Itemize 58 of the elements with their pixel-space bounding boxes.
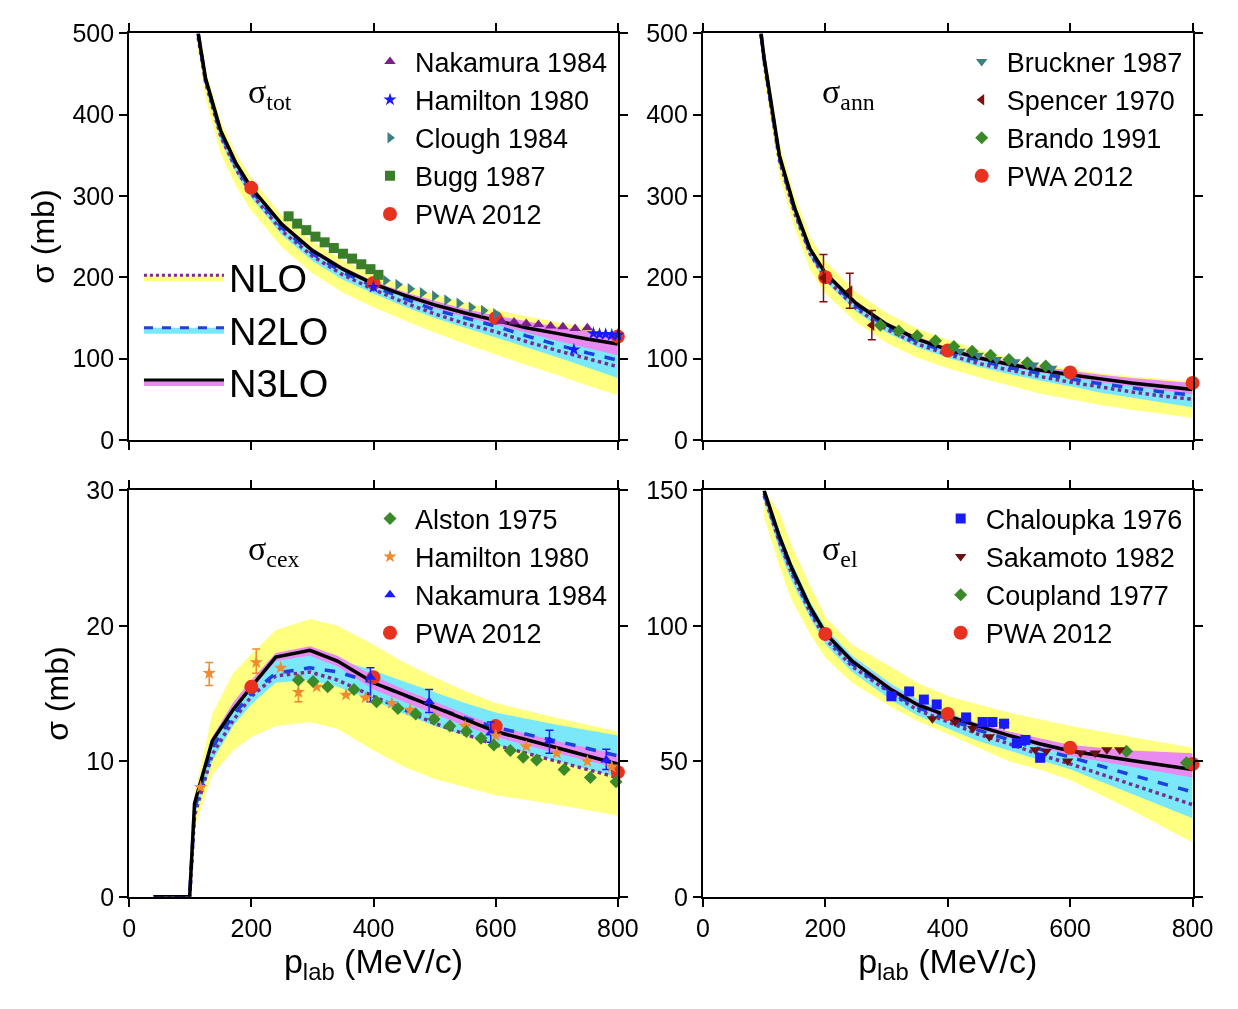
y-tick-label: 0 <box>673 882 688 911</box>
legend-label: Coupland 1977 <box>985 581 1169 612</box>
y-tick-label: 100 <box>72 344 115 373</box>
y-tick-label: 100 <box>646 344 688 373</box>
y-tick-label: 0 <box>100 882 115 911</box>
legend-label: Bruckner 1987 <box>1006 48 1183 79</box>
y-tick-label: 50 <box>660 747 688 776</box>
annotation: σ$_{tot}$ <box>248 73 292 116</box>
legend-label: NLO <box>228 258 308 301</box>
x-tick-label: 400 <box>926 913 969 942</box>
x-tick-label: 800 <box>1171 913 1214 942</box>
x-tick-label: 200 <box>804 913 847 942</box>
y-tick-label: 200 <box>646 263 688 292</box>
legend-label: PWA 2012 <box>414 619 542 650</box>
x-tick-label: 400 <box>352 913 395 942</box>
legend-label: Brando 1991 <box>1006 124 1162 155</box>
y-tick-label: 0 <box>100 425 115 454</box>
legend-label: N2LO <box>228 310 329 353</box>
x-tick-label: 0 <box>122 913 137 942</box>
y-tick-label: 150 <box>646 476 688 505</box>
legend-label: N3LO <box>228 362 329 405</box>
x-tick-label: 800 <box>597 913 639 942</box>
x-tick-label: 600 <box>1049 913 1092 942</box>
y-axis-title: σ (mb) <box>25 189 62 284</box>
legend-label: PWA 2012 <box>985 619 1113 650</box>
legend-label: Alston 1975 <box>414 505 558 536</box>
y-tick-label: 30 <box>86 476 115 505</box>
y-tick-label: 500 <box>646 19 688 48</box>
legend-label: Chaloupka 1976 <box>985 505 1183 536</box>
legend-label: Hamilton 1980 <box>414 543 590 574</box>
annotation: σ$_{ann}$ <box>822 73 875 116</box>
y-tick-label: 400 <box>646 100 688 129</box>
y-tick-label: 20 <box>86 611 115 640</box>
x-tick-label: 0 <box>695 913 710 942</box>
y-axis-title: σ (mb) <box>39 646 76 741</box>
legend-label: PWA 2012 <box>1006 162 1134 193</box>
y-tick-label: 10 <box>86 747 115 776</box>
x-axis-title: p$_{lab}$ (MeV/c) <box>283 941 464 985</box>
y-tick-label: 100 <box>646 611 688 640</box>
legend-label: Sakamoto 1982 <box>985 543 1175 574</box>
legend-label: Nakamura 1984 <box>414 581 608 612</box>
y-tick-label: 300 <box>646 181 688 210</box>
legend-label: Nakamura 1984 <box>414 48 608 79</box>
x-tick-label: 200 <box>230 913 273 942</box>
legend-label: Clough 1984 <box>414 124 569 155</box>
y-tick-label: 0 <box>673 425 688 454</box>
legend-label: Spencer 1970 <box>1006 86 1175 117</box>
annotation: σ$_{cex}$ <box>248 530 300 573</box>
y-tick-label: 200 <box>72 263 115 292</box>
y-tick-label: 400 <box>72 100 115 129</box>
legend-label: Hamilton 1980 <box>414 86 590 117</box>
x-axis-title: p$_{lab}$ (MeV/c) <box>858 941 1038 985</box>
y-tick-label: 300 <box>72 181 115 210</box>
annotation: σ$_{el}$ <box>822 530 858 573</box>
legend-label: Bugg 1987 <box>414 162 546 193</box>
x-tick-label: 600 <box>474 913 517 942</box>
y-tick-label: 500 <box>72 19 115 48</box>
legend-label: PWA 2012 <box>414 200 542 231</box>
